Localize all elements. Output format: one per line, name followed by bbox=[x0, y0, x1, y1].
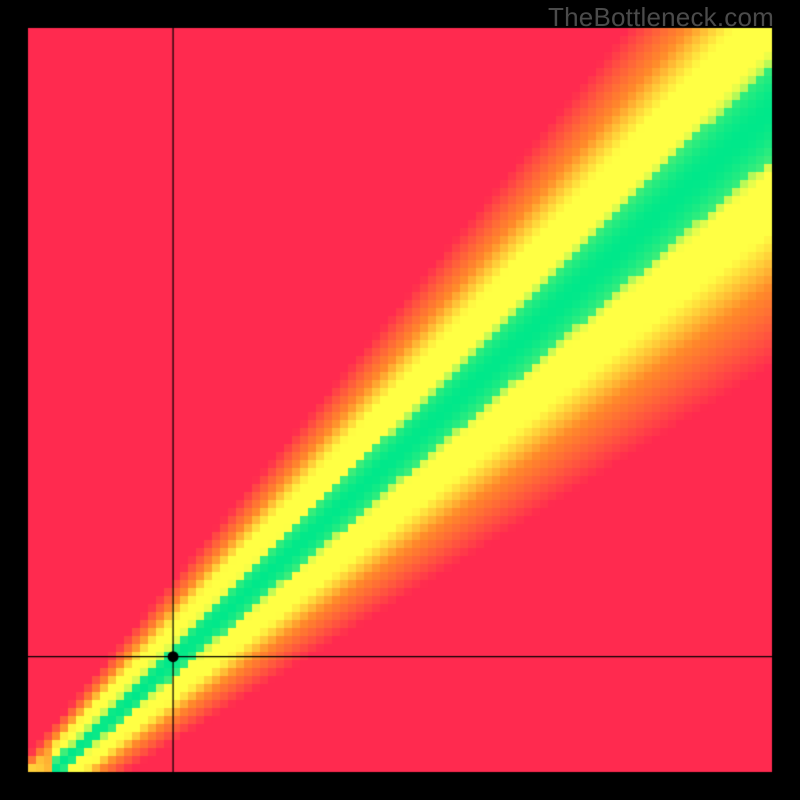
chart-container: TheBottleneck.com bbox=[0, 0, 800, 800]
watermark-text: TheBottleneck.com bbox=[548, 2, 774, 33]
bottleneck-heatmap bbox=[0, 0, 800, 800]
